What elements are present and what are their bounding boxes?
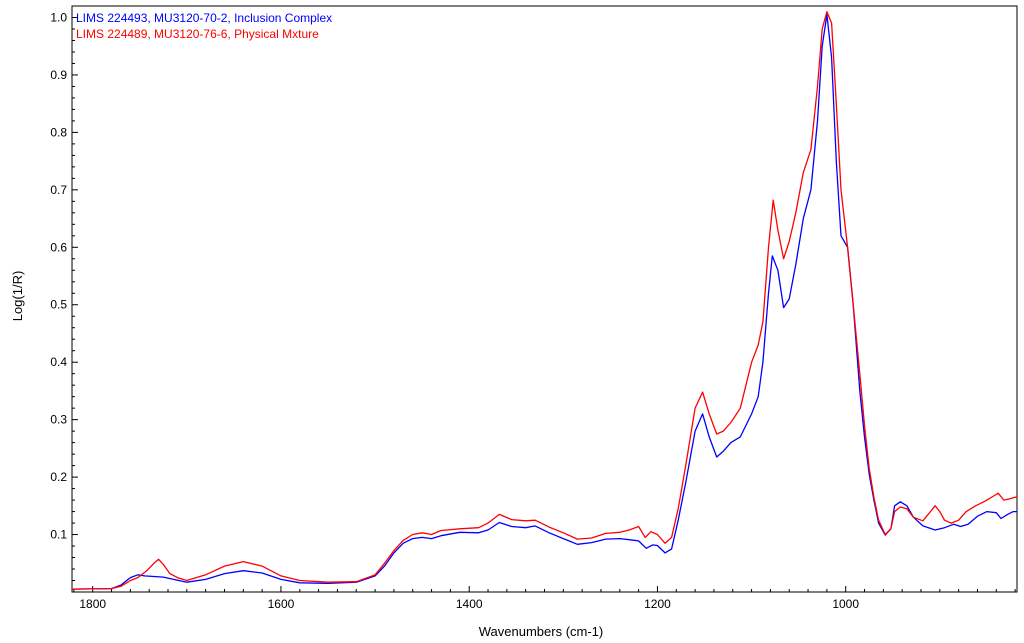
x-tick-label: 1800 xyxy=(79,597,106,611)
y-tick-label: 0.8 xyxy=(50,125,67,139)
y-axis: 0.1 0.2 0.3 0.4 0.5 0.6 0.7 0.8 0.9 1.0 xyxy=(50,10,78,582)
x-tick-label: 1200 xyxy=(644,597,671,611)
legend-entry-1: LIMS 224493, MU3120-70-2, Inclusion Comp… xyxy=(76,11,332,25)
y-tick-label: 0.1 xyxy=(50,528,67,542)
legend: LIMS 224493, MU3120-70-2, Inclusion Comp… xyxy=(76,11,332,41)
y-tick-label: 1.0 xyxy=(50,10,67,24)
y-tick-label: 0.2 xyxy=(50,470,67,484)
x-tick-label: 1400 xyxy=(456,597,483,611)
y-tick-label: 0.3 xyxy=(50,413,67,427)
series-layer xyxy=(71,11,1017,590)
y-tick-label: 0.9 xyxy=(50,68,67,82)
y-axis-title: Log(1/R) xyxy=(10,271,25,322)
y-tick-label: 0.5 xyxy=(50,298,67,312)
y-tick-label: 0.6 xyxy=(50,240,67,254)
y-tick-label: 0.4 xyxy=(50,355,67,369)
x-axis-title: Wavenumbers (cm-1) xyxy=(479,624,603,639)
series-line-1 xyxy=(71,13,1017,590)
x-axis: 1800 1600 1400 1200 1000 xyxy=(73,586,1016,611)
x-tick-label: 1000 xyxy=(832,597,859,611)
series-line-2 xyxy=(71,11,1017,590)
x-tick-label: 1600 xyxy=(268,597,295,611)
legend-entry-2: LIMS 224489, MU3120-76-6, Physical Mxtur… xyxy=(76,27,319,41)
y-tick-label: 0.7 xyxy=(50,183,67,197)
